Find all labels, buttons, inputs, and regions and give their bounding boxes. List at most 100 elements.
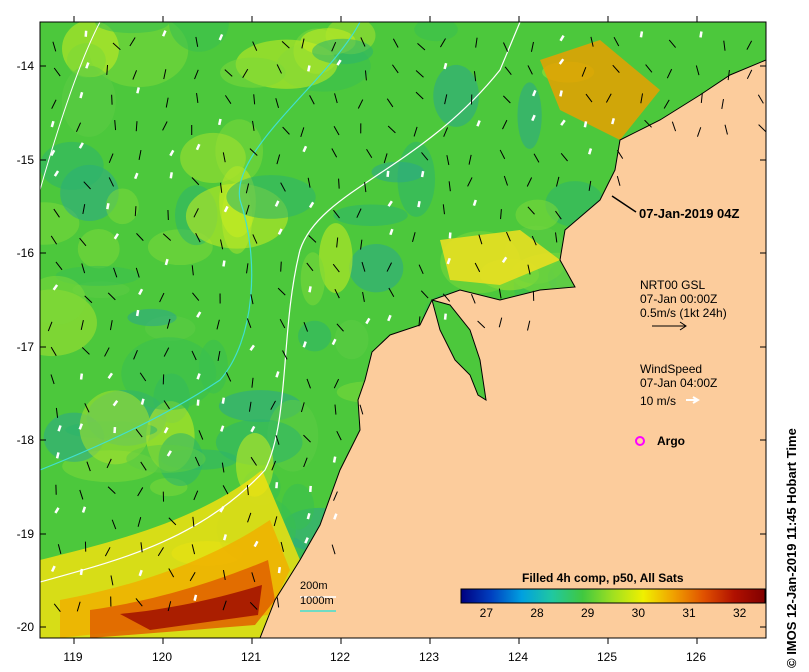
contour-200m-north xyxy=(40,22,101,191)
current-arrow xyxy=(108,153,114,164)
current-arrow xyxy=(195,232,201,243)
current-arrow xyxy=(331,544,336,555)
wind-arrow xyxy=(387,200,393,207)
current-arrow xyxy=(746,40,753,50)
current-arrow xyxy=(249,148,258,156)
current-arrow xyxy=(168,568,175,578)
current-arrow xyxy=(280,541,285,552)
wind-arrow xyxy=(166,450,172,457)
current-arrow xyxy=(303,322,308,332)
sst-patch xyxy=(198,339,229,394)
current-arrow xyxy=(276,597,280,608)
wind-arrow xyxy=(277,566,282,574)
wind-arrow xyxy=(249,344,255,351)
wind-arrow xyxy=(169,149,175,157)
current-arrow xyxy=(696,127,702,137)
current-arrow xyxy=(616,175,621,186)
current-arrow xyxy=(527,65,533,75)
current-arrow xyxy=(336,430,342,441)
date-pointer xyxy=(611,195,637,213)
wind-arrow xyxy=(275,371,280,378)
current-arrow xyxy=(746,69,753,80)
current-arrow xyxy=(442,204,445,215)
current-arrow xyxy=(104,547,111,557)
current-arrow xyxy=(415,91,424,100)
current-arrow xyxy=(446,155,450,166)
current-arrow xyxy=(590,36,594,47)
wind-arrow xyxy=(531,89,537,97)
current-arrow xyxy=(162,121,168,131)
current-arrow xyxy=(588,180,592,191)
current-arrow xyxy=(444,94,448,105)
wind-arrow xyxy=(219,506,225,513)
wind-arrow xyxy=(306,512,311,520)
current-arrow xyxy=(86,461,91,472)
current-arrow xyxy=(134,206,137,217)
wind-arrow xyxy=(476,120,481,127)
x-label-120: 120 xyxy=(151,650,173,664)
current-arrow xyxy=(194,69,199,80)
current-arrow xyxy=(338,178,340,189)
current-arrow xyxy=(308,235,317,243)
warm-sst-patch xyxy=(440,230,560,285)
current-arrow xyxy=(81,263,86,274)
wind-arrow xyxy=(389,228,394,236)
wind-arrow xyxy=(53,170,60,177)
current-arrow xyxy=(301,38,305,49)
current-arrow xyxy=(79,237,87,247)
current-arrow xyxy=(309,95,315,105)
wind-arrow xyxy=(560,119,566,126)
wind-arrow xyxy=(222,534,227,541)
wind-arrow xyxy=(253,540,259,548)
argo-label: Argo xyxy=(657,434,685,448)
current-arrow xyxy=(640,93,644,104)
sst-patch xyxy=(168,22,229,52)
wind-arrow xyxy=(275,482,279,489)
current-arrow xyxy=(53,67,61,77)
current-arrows xyxy=(47,30,766,612)
current-arrow xyxy=(333,209,340,219)
x-label-125: 125 xyxy=(596,650,618,664)
wind-arrow xyxy=(308,286,312,293)
current-arrow xyxy=(252,120,255,131)
current-scale-text: 0.5m/s (1kt 24h) xyxy=(640,306,727,320)
current-arrow xyxy=(392,64,399,74)
sst-patch xyxy=(433,64,479,127)
current-arrow xyxy=(356,208,362,218)
current-arrow xyxy=(475,37,478,48)
current-arrow xyxy=(224,95,232,104)
current-arrow xyxy=(222,569,226,581)
current-arrow xyxy=(663,99,670,109)
current-arrow xyxy=(84,295,93,304)
current-arrow xyxy=(219,182,223,193)
current-arrow xyxy=(555,176,560,187)
current-arrow xyxy=(129,37,136,47)
current-arrow xyxy=(163,347,170,357)
wind-arrow xyxy=(443,313,447,320)
current-arrow xyxy=(222,152,226,163)
current-arrow xyxy=(222,600,227,611)
current-arrow xyxy=(331,148,338,158)
wind-arrow xyxy=(196,373,201,380)
warm-coastal-band xyxy=(40,40,660,638)
wind-arrow xyxy=(133,172,139,180)
current-arrow xyxy=(193,490,199,501)
current-arrow xyxy=(306,262,314,272)
current-arrow xyxy=(723,40,726,51)
wind-arrow xyxy=(307,65,311,72)
current-arrow xyxy=(361,261,366,272)
current-arrow xyxy=(109,320,113,331)
wind-arrow xyxy=(531,114,536,122)
current-arrow xyxy=(216,319,220,330)
wind-arrow xyxy=(140,398,145,405)
wind-arrow xyxy=(304,537,309,544)
current-arrow xyxy=(474,262,481,273)
wind-arrow xyxy=(161,30,167,37)
current-arrow xyxy=(280,182,286,192)
current-arrow xyxy=(418,316,421,327)
snapshot-time-label: 07-Jan-2019 04Z xyxy=(639,206,740,221)
current-arrow xyxy=(242,68,249,78)
wind-arrow xyxy=(195,143,201,151)
wind-arrow xyxy=(558,58,565,65)
current-arrow xyxy=(581,67,587,77)
